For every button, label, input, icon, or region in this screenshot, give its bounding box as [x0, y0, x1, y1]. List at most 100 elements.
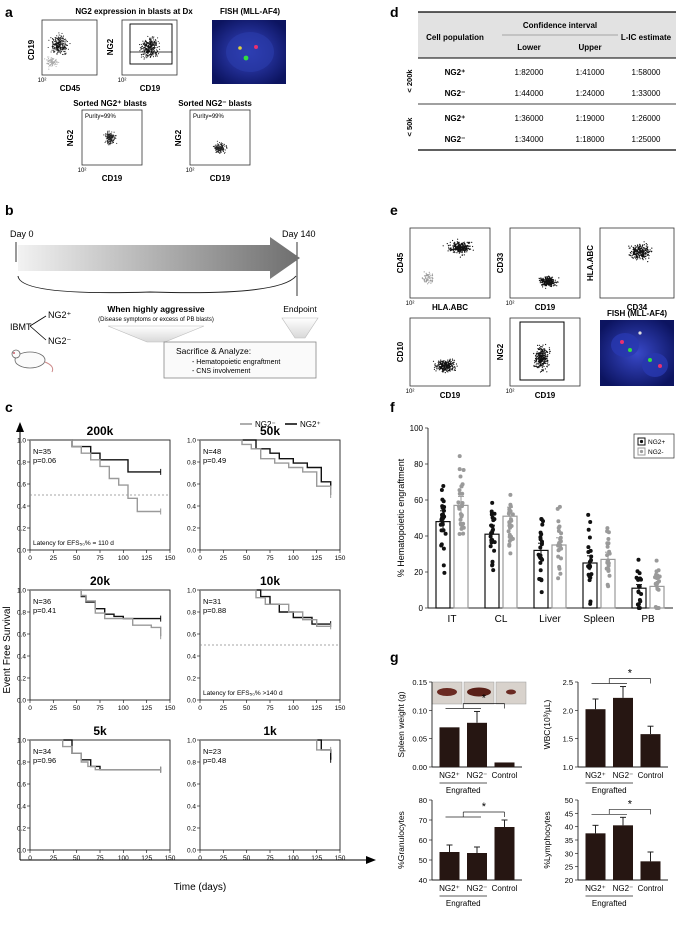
cell-dot: [450, 363, 452, 365]
cell-dot: [430, 275, 432, 277]
cell-dot: [534, 362, 536, 364]
arrow-head: [366, 856, 376, 864]
cell-dot: [59, 41, 62, 43]
table-header-lic: L-IC estimate: [621, 33, 672, 42]
cell-dot: [639, 246, 641, 248]
cell-dot: [109, 134, 111, 136]
cell-dot: [106, 140, 108, 142]
cell-dot: [429, 275, 431, 277]
y-tick-label: 1.0: [17, 438, 26, 445]
cell-dot: [543, 359, 545, 361]
cell-dot: [51, 59, 53, 61]
cell-dot: [217, 147, 219, 149]
cell-dot: [546, 371, 548, 373]
cell-dot: [446, 370, 448, 372]
x-tick-label: 50: [73, 855, 81, 862]
plot-frame: [29, 739, 171, 851]
cell-dot: [639, 243, 641, 245]
cell-dot: [452, 366, 454, 368]
cell-dot: [51, 57, 53, 59]
x-category-label: Spleen: [583, 614, 614, 625]
cell-dot: [468, 245, 470, 247]
cell-dot: [546, 360, 548, 362]
cell-dot: [541, 358, 543, 360]
cell-dot: [640, 251, 642, 253]
cells-cloud: [212, 140, 228, 155]
cell-dot: [58, 43, 60, 45]
cell-dot: [632, 257, 634, 259]
cell-dot: [443, 366, 445, 368]
cell-dot: [535, 361, 537, 363]
bar-2: [640, 861, 661, 880]
cell-dot: [154, 42, 156, 44]
cell-dot: [447, 371, 449, 373]
cell-dot: [549, 280, 551, 282]
cell-dot: [634, 251, 636, 253]
cell-dot: [469, 245, 471, 247]
y-tick-label: 40: [565, 823, 573, 832]
cell-dot: [56, 35, 58, 37]
cell-dot: [155, 41, 157, 43]
cell-dot: [538, 366, 540, 368]
cell-dot: [533, 364, 535, 367]
fish-title: FISH (MLL-AF4): [607, 309, 667, 318]
cell-dot: [53, 58, 55, 60]
cell-dot: [48, 39, 50, 41]
flow-plot-cd19-cd45: [41, 19, 98, 76]
cell-dot: [105, 133, 107, 135]
cell-dot: [57, 40, 59, 42]
data-point: [539, 578, 544, 583]
cell-dot: [452, 245, 454, 247]
cell-dot: [545, 355, 547, 358]
cell-dot: [61, 42, 63, 44]
cell-dot: [637, 256, 639, 258]
cell-dot: [643, 244, 646, 246]
cell-dot: [219, 152, 221, 155]
data-point: [457, 506, 462, 511]
cell-dot: [110, 139, 112, 141]
cell-dot: [108, 130, 110, 132]
cell-dot: [222, 143, 224, 145]
cell-dot: [542, 370, 545, 372]
group-label: Engrafted: [446, 786, 481, 795]
cell-dot: [551, 282, 553, 284]
data-point: [457, 532, 462, 536]
cell-dot: [639, 245, 642, 247]
y-tick-label: 0.0: [17, 548, 26, 555]
cell-dot: [63, 48, 65, 50]
cell-dot: [158, 42, 160, 44]
cell-dot: [443, 362, 445, 364]
y-tick-label: 0.4: [17, 804, 26, 811]
cell-dot: [538, 280, 541, 282]
data-point: [459, 526, 464, 531]
cell-dot: [543, 350, 546, 352]
cell-dot: [545, 362, 547, 365]
cell-dot: [114, 136, 116, 138]
tick-label: 10²: [186, 168, 195, 174]
cell-dot: [449, 244, 451, 246]
axis-label: NG2: [174, 129, 183, 146]
cell-dot: [651, 250, 653, 252]
cell-dot: [447, 359, 449, 361]
cell-dot: [638, 254, 640, 256]
y-tick-label: 80: [414, 460, 423, 469]
cell-dot: [444, 364, 446, 366]
x-tick-label: 150: [165, 555, 176, 562]
cell-dot: [471, 241, 473, 243]
cell-dot: [220, 151, 222, 153]
cell-dot: [111, 137, 113, 139]
fish-signal-green: [628, 348, 632, 352]
y-tick-label: 45: [565, 809, 573, 818]
cell-dot: [431, 274, 434, 276]
cell-dot: [441, 362, 443, 364]
cell-dot: [635, 259, 638, 261]
cell-dot: [641, 257, 643, 260]
cell-dot: [220, 146, 222, 149]
cell-dot: [434, 363, 436, 365]
cell-dot: [548, 364, 550, 366]
cell-dot: [107, 141, 109, 144]
x-category-label: NG2⁺: [439, 884, 460, 893]
cell-dot: [441, 360, 443, 363]
data-point: [588, 601, 593, 606]
cell-dot: [546, 281, 549, 283]
